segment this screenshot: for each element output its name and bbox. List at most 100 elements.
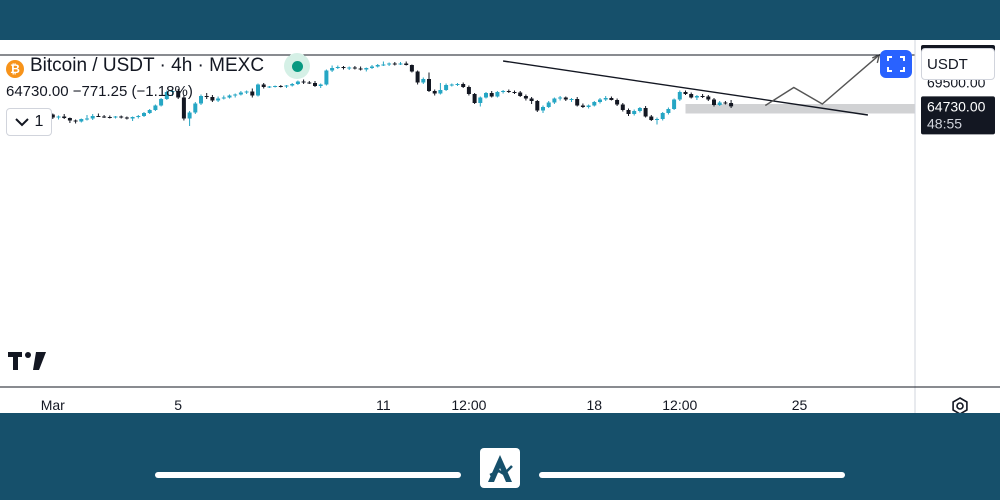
candle-body	[102, 116, 107, 118]
fullscreen-icon	[887, 56, 905, 72]
candle-body	[615, 100, 620, 105]
candle-body	[107, 117, 112, 118]
candle-body	[495, 92, 500, 97]
candle-body	[73, 120, 78, 122]
candle-body	[278, 86, 283, 87]
candle-body	[238, 92, 243, 95]
candle-body	[558, 97, 563, 99]
candle-body	[484, 93, 488, 98]
trendline	[502, 60, 869, 116]
candle-body	[489, 93, 494, 97]
brand-logo	[480, 448, 520, 488]
candle-body	[706, 96, 711, 100]
candle-body	[164, 92, 169, 99]
candle-body	[427, 79, 431, 91]
candle-body	[210, 97, 215, 101]
candle-body	[290, 84, 295, 86]
candle-body	[649, 116, 654, 120]
candle-body	[85, 118, 89, 120]
candle-body	[643, 108, 648, 117]
candle-body	[541, 107, 545, 111]
candle-body	[147, 110, 152, 113]
candle-body	[153, 105, 158, 110]
candle-body	[575, 99, 580, 106]
candle-body	[592, 102, 597, 106]
candle-body	[56, 116, 61, 118]
candle-body	[330, 68, 335, 71]
candle-body	[598, 99, 602, 102]
candle-body	[478, 97, 483, 103]
current-price-tag	[921, 96, 995, 135]
demand-zone	[685, 104, 915, 114]
candle-body	[307, 82, 312, 84]
candle-body	[244, 91, 249, 93]
candle-body	[370, 66, 374, 68]
price-change-readout: 64730.00 −771.25 (−1.18%)	[6, 83, 193, 100]
candle-body	[233, 94, 238, 96]
candle-body	[632, 111, 637, 114]
fullscreen-button[interactable]	[880, 50, 912, 78]
candle-body	[660, 113, 665, 119]
market-open-indicator[interactable]	[284, 53, 311, 79]
symbol-header: ₿ Bitcoin / USDT · 4h · MEXC	[6, 53, 311, 79]
candle-body	[273, 86, 278, 87]
candle-body	[569, 99, 574, 100]
candle-body	[90, 116, 95, 119]
candle-body	[124, 117, 129, 119]
candle-body	[683, 92, 688, 94]
candle-body	[552, 98, 557, 103]
candle-body	[563, 97, 568, 100]
candle-body	[655, 119, 659, 120]
candle-body	[580, 105, 585, 107]
candle-body	[449, 84, 454, 86]
candle-body	[666, 109, 671, 113]
settings-gear-icon[interactable]	[949, 395, 971, 413]
candle-body	[358, 68, 363, 70]
candle-body	[461, 84, 466, 87]
candle-body	[341, 67, 346, 68]
candle-body	[301, 81, 306, 83]
tradingview-logo	[8, 350, 50, 377]
candle-body	[250, 91, 255, 96]
candle-body	[130, 117, 135, 119]
candle-body	[723, 102, 728, 104]
candle-body	[335, 67, 340, 68]
candle-body	[142, 113, 146, 116]
candle-body	[694, 96, 699, 98]
candle-body	[535, 101, 540, 111]
candle-body	[221, 97, 226, 99]
candle-body	[404, 63, 409, 65]
candle-body	[62, 116, 67, 118]
candle-body	[199, 96, 203, 104]
x-tick-label: 12:00	[451, 397, 486, 413]
candle-body	[415, 71, 420, 83]
candle-body	[398, 63, 403, 65]
banner-line-right	[539, 472, 845, 478]
candle-body	[381, 64, 386, 66]
candle-body	[626, 110, 631, 114]
candle-body	[364, 68, 369, 70]
candle-body	[700, 96, 705, 97]
candle-body	[187, 112, 192, 119]
candle-body	[50, 114, 55, 118]
currency-selector[interactable]: USDT	[921, 48, 995, 80]
candle-body	[392, 63, 397, 65]
candle-body	[603, 98, 608, 100]
candle-body	[159, 99, 164, 106]
candle-body	[677, 92, 682, 100]
collapse-indicators-button[interactable]: 1	[6, 108, 52, 136]
candle-body	[689, 94, 694, 98]
candle-body	[119, 116, 124, 118]
candle-body	[529, 98, 534, 101]
candle-body	[267, 86, 272, 88]
candle-body	[387, 63, 392, 65]
projection-arrowhead	[872, 53, 881, 64]
x-tick-label: 5	[174, 397, 182, 413]
candle-body	[216, 98, 221, 101]
candle-body	[256, 84, 260, 96]
candle-body	[79, 119, 84, 122]
candle-body	[170, 91, 175, 92]
indicator-count: 1	[34, 113, 44, 130]
candle-body	[620, 104, 625, 110]
candle-body	[523, 96, 528, 99]
